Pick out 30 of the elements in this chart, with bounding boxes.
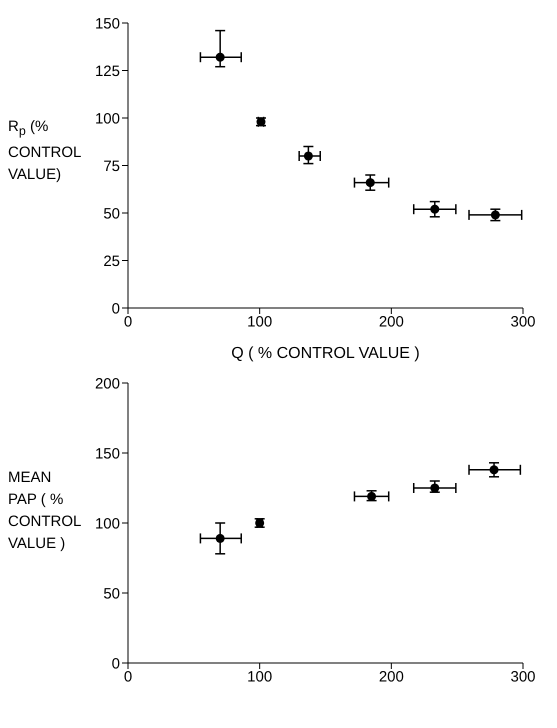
- point: [490, 465, 499, 474]
- x-axis-title: Q ( % CONTROL VALUE ): [231, 345, 420, 362]
- point: [430, 483, 440, 493]
- y-tick-label: 75: [103, 158, 120, 175]
- y-tick-label: 150: [94, 15, 120, 32]
- x-tick-label: 100: [247, 314, 272, 331]
- point: [304, 151, 313, 161]
- x-tick-label: 300: [510, 314, 536, 331]
- y-tick-label: 200: [94, 375, 120, 392]
- y-tick-label: 100: [94, 110, 120, 128]
- x-tick-label: 300: [510, 668, 536, 686]
- y-tick-label: 25: [103, 252, 120, 270]
- x-tick-label: 100: [247, 668, 272, 686]
- y-tick-label: 50: [103, 205, 120, 222]
- y-tick-label: 125: [94, 62, 120, 80]
- y-tick-label: 100: [94, 515, 120, 532]
- point: [430, 204, 440, 214]
- x-tick-label: 200: [378, 668, 404, 686]
- y-tick-label: 0: [112, 300, 120, 318]
- x-tick-label: 0: [124, 668, 132, 686]
- x-tick-label: 0: [124, 314, 132, 331]
- point: [216, 534, 225, 543]
- y-tick-label: 50: [103, 585, 120, 602]
- point: [216, 52, 225, 62]
- x-tick-label: 200: [378, 314, 404, 331]
- y-axis-title: MEAN PAP ( % CONTROL VALUE ): [8, 468, 82, 554]
- y-tick-label: 150: [94, 445, 120, 462]
- y-axis-title: R$_{p}$ (% CONTROL VALUE): [8, 117, 82, 185]
- point: [366, 178, 375, 188]
- y-tick-label: 0: [112, 655, 120, 672]
